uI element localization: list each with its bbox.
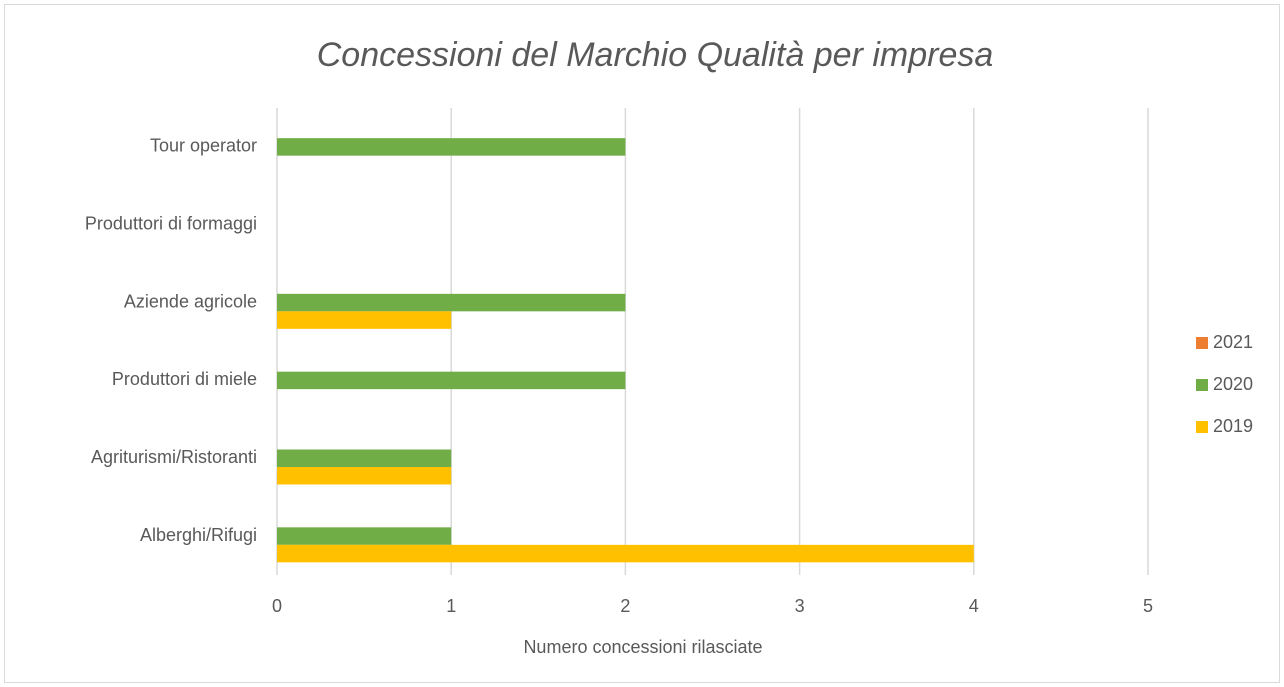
bar xyxy=(277,544,974,563)
bar xyxy=(277,467,452,485)
legend-swatch xyxy=(1196,379,1208,391)
y-tick-label: Agriturismi/Ristoranti xyxy=(91,447,257,467)
x-tick-label: 4 xyxy=(969,596,979,616)
bar xyxy=(277,371,626,390)
legend-label: 2020 xyxy=(1213,374,1253,394)
legend-label: 2021 xyxy=(1213,332,1253,352)
legend-label: 2019 xyxy=(1213,416,1253,436)
bar xyxy=(277,311,452,329)
chart-title: Concessioni del Marchio Qualità per impr… xyxy=(317,36,994,74)
x-tick-label: 0 xyxy=(272,596,282,616)
y-tick-label: Alberghi/Rifugi xyxy=(140,525,257,545)
x-tick-label: 2 xyxy=(620,596,630,616)
y-tick-label: Produttori di formaggi xyxy=(85,214,257,234)
bar xyxy=(277,138,626,156)
y-tick-label: Aziende agricole xyxy=(124,291,257,311)
chart-frame xyxy=(4,4,1280,683)
bar xyxy=(277,527,452,545)
x-tick-label: 1 xyxy=(446,596,456,616)
y-tick-label: Produttori di miele xyxy=(112,369,257,389)
x-tick-label: 3 xyxy=(795,596,805,616)
legend-swatch xyxy=(1196,421,1208,433)
y-tick-label: Tour operator xyxy=(150,136,257,156)
bar xyxy=(277,449,452,467)
bar xyxy=(277,293,626,312)
legend-swatch xyxy=(1196,337,1208,349)
x-tick-label: 5 xyxy=(1143,596,1153,616)
x-axis-label: Numero concessioni rilasciate xyxy=(523,637,762,657)
